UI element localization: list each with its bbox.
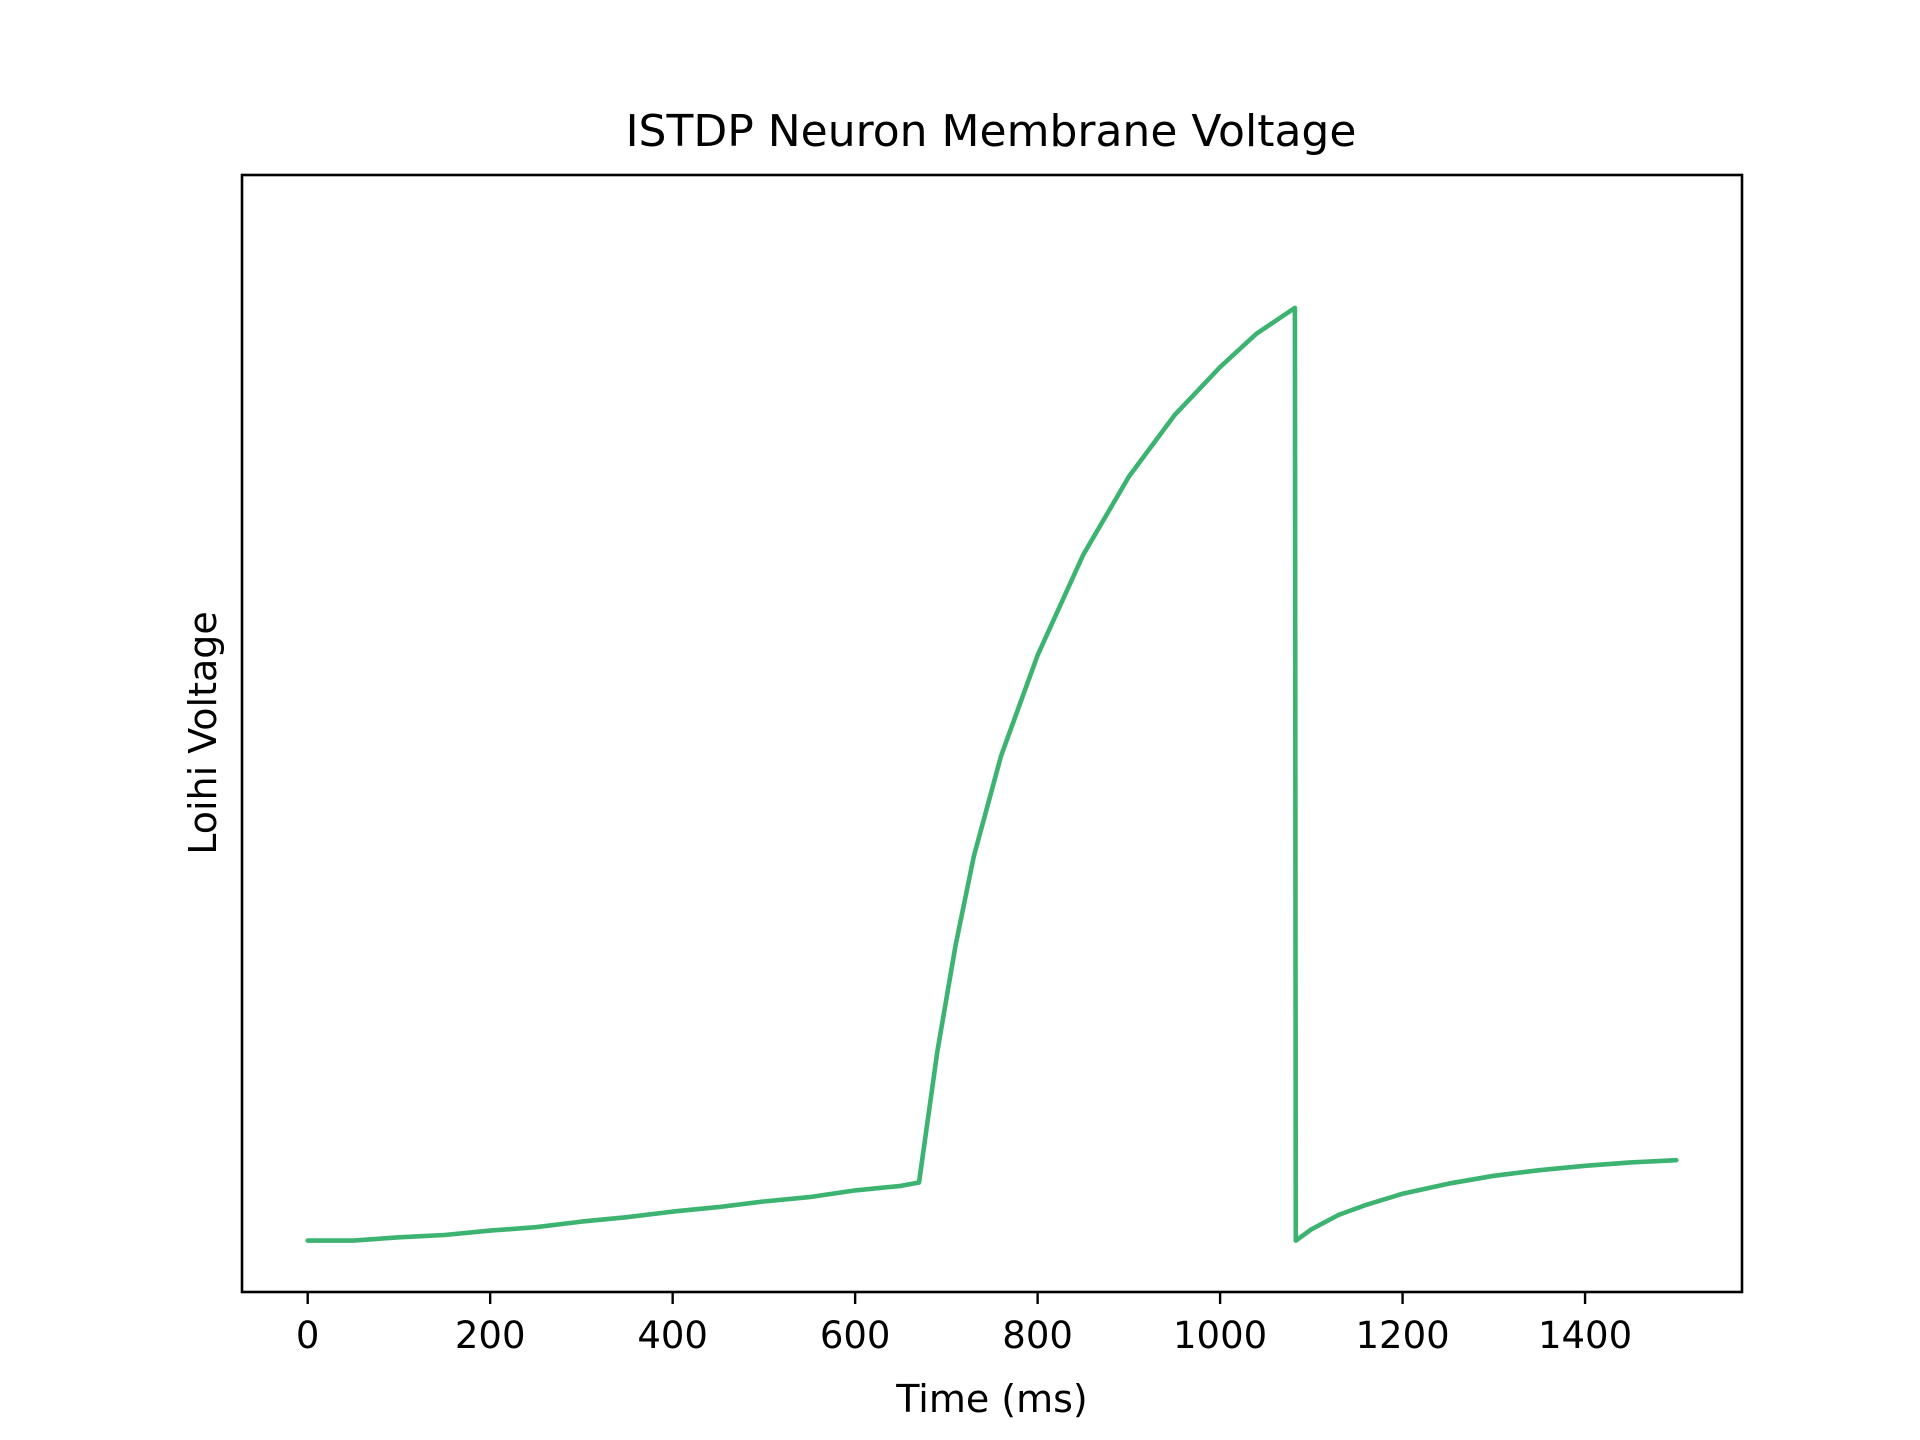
x-tick-label: 1400	[1538, 1314, 1632, 1357]
series-line-0	[305, 305, 1679, 1243]
axes-frame	[240, 173, 1744, 1294]
x-axis-label: Time (ms)	[895, 1377, 1088, 1421]
x-axis-ticks: 0 200 400 600 800 1000 1200 1400	[296, 1292, 1632, 1357]
x-tick-label: 1000	[1173, 1314, 1267, 1357]
x-tick-label: 0	[296, 1314, 320, 1357]
x-tick-label: 200	[455, 1314, 526, 1357]
x-tick-label: 400	[637, 1314, 708, 1357]
x-tick-label: 600	[820, 1314, 891, 1357]
series-layer	[305, 305, 1679, 1243]
chart-title: ISTDP Neuron Membrane Voltage	[626, 106, 1357, 157]
x-tick-label: 1200	[1355, 1314, 1449, 1357]
plot-area	[240, 173, 1744, 1294]
y-axis-label: Loihi Voltage	[181, 611, 225, 855]
x-tick-label: 800	[1002, 1314, 1073, 1357]
